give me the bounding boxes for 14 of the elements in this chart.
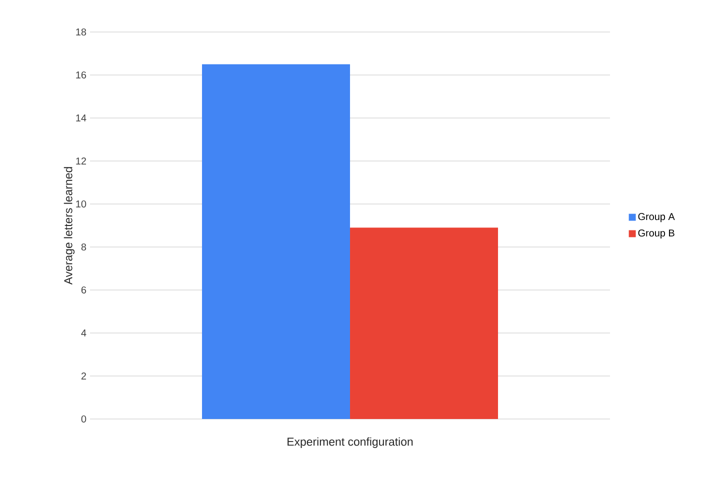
y-axis-title: Average letters learned (64, 167, 75, 285)
y-tick-label: 4 (81, 330, 86, 336)
y-tick-label: 10 (76, 200, 86, 208)
legend-label: Group B (638, 229, 674, 238)
y-tick-label: 8 (81, 243, 86, 251)
x-axis-title: Experiment configuration (288, 437, 413, 448)
y-tick-label: 2 (81, 372, 86, 380)
legend-label: Group A (638, 213, 675, 222)
y-tick-label: 16 (76, 71, 86, 79)
y-tick-label: 14 (76, 114, 86, 122)
y-tick-label: 0 (81, 415, 86, 423)
y-tick-label: 18 (76, 28, 86, 36)
y-tick-label: 6 (81, 286, 86, 294)
y-tick-label: 12 (76, 158, 86, 164)
